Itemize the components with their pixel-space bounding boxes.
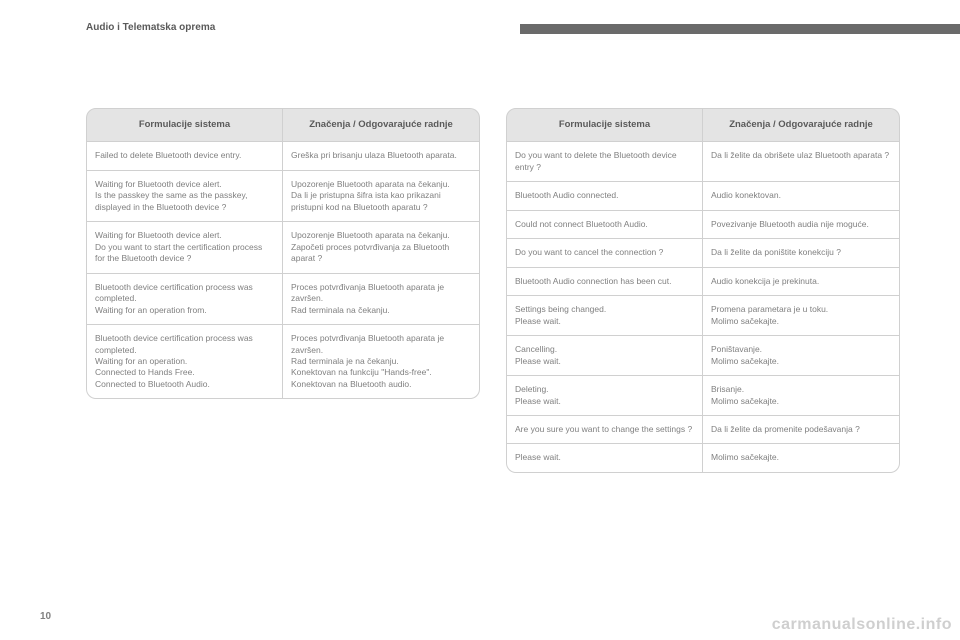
table-cell-meaning: Brisanje. Molimo sačekajte. <box>703 376 900 416</box>
table-cell-formulation: Waiting for Bluetooth device alert. Do y… <box>86 222 283 273</box>
table-row: Are you sure you want to change the sett… <box>506 416 900 444</box>
table-row: Bluetooth device certification process w… <box>86 325 480 399</box>
table-row: Failed to delete Bluetooth device entry.… <box>86 142 480 170</box>
table-cell-meaning: Upozorenje Bluetooth aparata na čekanju.… <box>283 222 480 273</box>
table-cell-formulation: Bluetooth device certification process w… <box>86 274 283 325</box>
table-header-right: Značenja / Odgovarajuće radnje <box>703 108 900 142</box>
table-cell-meaning: Greška pri brisanju ulaza Bluetooth apar… <box>283 142 480 170</box>
table-cell-formulation: Do you want to cancel the connection ? <box>506 239 703 267</box>
right-column: Formulacije sistema Značenja / Odgovaraj… <box>506 108 900 473</box>
table-cell-meaning: Promena parametara je u toku. Molimo sač… <box>703 296 900 336</box>
table-cell-meaning: Audio konektovan. <box>703 182 900 210</box>
table-cell-meaning: Povezivanje Bluetooth audia nije moguće. <box>703 211 900 239</box>
table-row: Waiting for Bluetooth device alert. Do y… <box>86 222 480 273</box>
table-cell-formulation: Could not connect Bluetooth Audio. <box>506 211 703 239</box>
table-cell-meaning: Da li želite da promenite podešavanja ? <box>703 416 900 444</box>
table-row: Do you want to delete the Bluetooth devi… <box>506 142 900 182</box>
table-row: Deleting. Please wait.Brisanje. Molimo s… <box>506 376 900 416</box>
table-header-left: Formulacije sistema <box>506 108 703 142</box>
table-cell-meaning: Molimo sačekajte. <box>703 444 900 472</box>
table-header-right: Značenja / Odgovarajuće radnje <box>283 108 480 142</box>
table-cell-meaning: Da li želite da obrišete ulaz Bluetooth … <box>703 142 900 182</box>
table-cell-formulation: Bluetooth device certification process w… <box>86 325 283 399</box>
table-cell-formulation: Deleting. Please wait. <box>506 376 703 416</box>
table-cell-formulation: Are you sure you want to change the sett… <box>506 416 703 444</box>
table-cell-formulation: Bluetooth Audio connected. <box>506 182 703 210</box>
left-column: Formulacije sistema Značenja / Odgovaraj… <box>86 108 480 473</box>
table-cell-meaning: Audio konekcija je prekinuta. <box>703 268 900 296</box>
table-row: Please wait.Molimo sačekajte. <box>506 444 900 472</box>
watermark: carmanualsonline.info <box>772 616 952 634</box>
table-row: Bluetooth device certification process w… <box>86 274 480 325</box>
header-title: Audio i Telematska oprema <box>86 22 215 33</box>
table-row: Bluetooth Audio connected.Audio konektov… <box>506 182 900 210</box>
table-row: Bluetooth Audio connection has been cut.… <box>506 268 900 296</box>
table-cell-meaning: Proces potvrđivanja Bluetooth aparata je… <box>283 274 480 325</box>
page-number: 10 <box>40 611 51 622</box>
table-row: Waiting for Bluetooth device alert. Is t… <box>86 171 480 222</box>
table-row: Do you want to cancel the connection ?Da… <box>506 239 900 267</box>
table-cell-formulation: Cancelling. Please wait. <box>506 336 703 376</box>
left-table: Formulacije sistema Značenja / Odgovaraj… <box>86 108 480 399</box>
table-cell-formulation: Settings being changed. Please wait. <box>506 296 703 336</box>
table-row: Settings being changed. Please wait.Prom… <box>506 296 900 336</box>
table-cell-meaning: Poništavanje. Molimo sačekajte. <box>703 336 900 376</box>
table-cell-formulation: Waiting for Bluetooth device alert. Is t… <box>86 171 283 222</box>
table-cell-formulation: Do you want to delete the Bluetooth devi… <box>506 142 703 182</box>
right-table: Formulacije sistema Značenja / Odgovaraj… <box>506 108 900 473</box>
table-cell-formulation: Bluetooth Audio connection has been cut. <box>506 268 703 296</box>
page-body: Formulacije sistema Značenja / Odgovaraj… <box>86 108 900 473</box>
page-header: Audio i Telematska oprema <box>0 22 960 40</box>
table-cell-meaning: Proces potvrđivanja Bluetooth aparata je… <box>283 325 480 399</box>
table-cell-meaning: Upozorenje Bluetooth aparata na čekanju.… <box>283 171 480 222</box>
table-row: Cancelling. Please wait.Poništavanje. Mo… <box>506 336 900 376</box>
table-cell-formulation: Please wait. <box>506 444 703 472</box>
table-row: Could not connect Bluetooth Audio.Povezi… <box>506 211 900 239</box>
table-cell-meaning: Da li želite da poništite konekciju ? <box>703 239 900 267</box>
table-cell-formulation: Failed to delete Bluetooth device entry. <box>86 142 283 170</box>
table-header-left: Formulacije sistema <box>86 108 283 142</box>
header-bar <box>520 24 960 34</box>
